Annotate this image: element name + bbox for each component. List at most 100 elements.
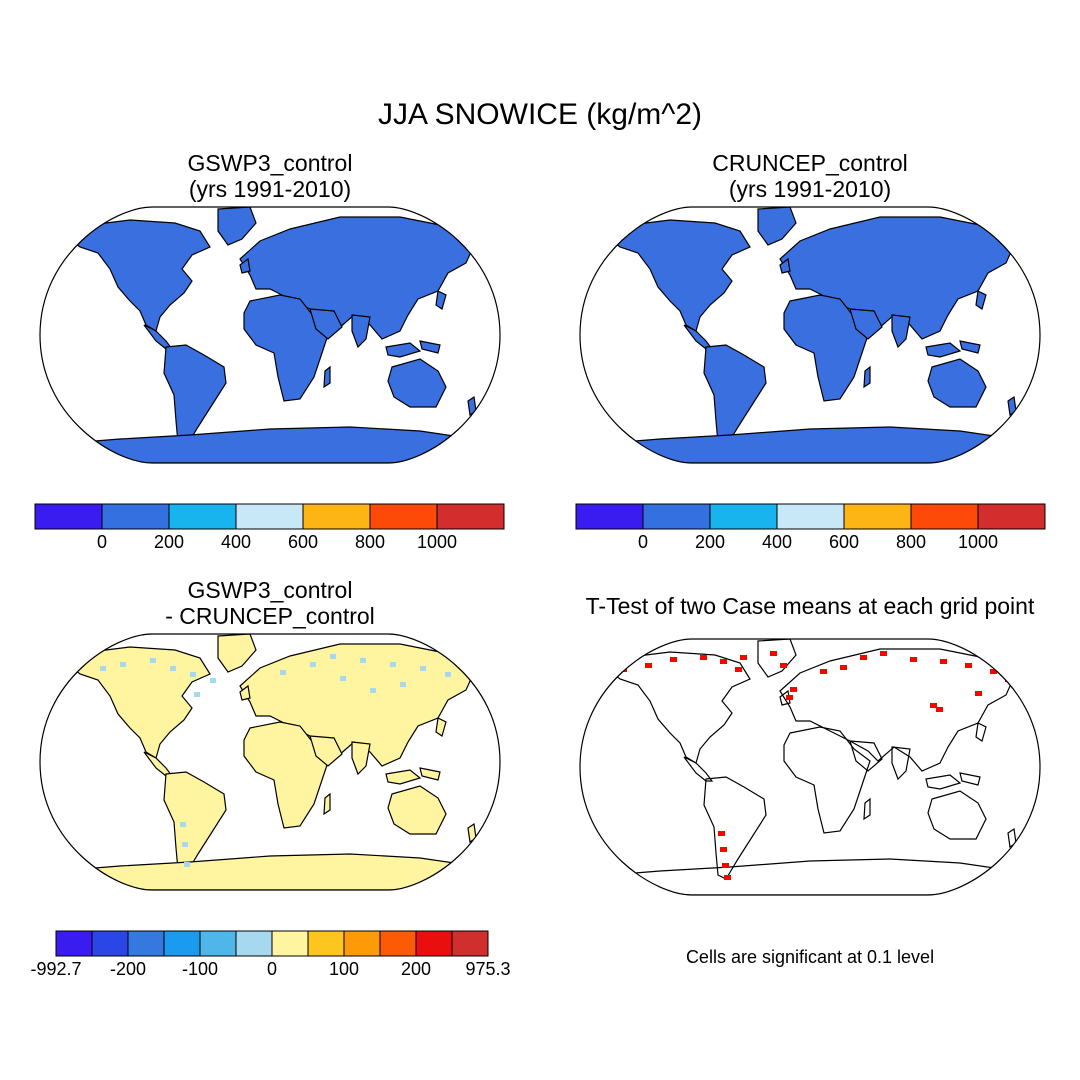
difference-cell (280, 670, 286, 675)
difference-cell (182, 842, 188, 847)
significant-cell (910, 657, 917, 662)
colorbar-label: 200 (695, 532, 725, 552)
significant-cell (670, 657, 677, 662)
significant-cell (770, 651, 777, 656)
panel-title-line1: GSWP3_control (187, 577, 353, 603)
map-panel-cruncep (579, 206, 1041, 464)
colorbar-swatch (55, 930, 93, 957)
difference-cell (360, 658, 366, 663)
map-panel-ttest (579, 638, 1041, 896)
map-panel-difference (39, 633, 501, 891)
significant-cell (724, 875, 731, 880)
significant-cell (840, 665, 847, 670)
significant-cell (700, 655, 707, 660)
difference-cell (370, 688, 376, 693)
colorbar-label: 200 (401, 959, 431, 979)
colorbar-swatch (415, 930, 453, 957)
significant-cell (965, 663, 972, 668)
colorbar-swatch (575, 503, 644, 530)
colorbar-swatch (343, 930, 381, 957)
difference-cell (184, 862, 190, 867)
colorbar-swatch (101, 503, 170, 530)
colorbar-swatch (642, 503, 711, 530)
difference-cell (194, 692, 200, 697)
significant-cell (786, 695, 793, 700)
colorbar-swatch (451, 930, 489, 957)
colorbar-label: 200 (154, 532, 184, 552)
difference-cell (100, 666, 106, 671)
significant-cell (860, 655, 867, 660)
colorbar-swatch (235, 930, 273, 957)
colorbar-swatch (436, 503, 505, 530)
map-panel-gswp3 (39, 206, 501, 464)
colorbar-label: -992.7 (30, 959, 81, 979)
significant-cell (930, 703, 937, 708)
significant-cell (990, 669, 997, 674)
difference-cell (400, 682, 406, 687)
significant-cell (645, 663, 652, 668)
panel-title-ttest: T-Test of two Case means at each grid po… (585, 593, 1035, 619)
colorbar-label: 400 (221, 532, 251, 552)
difference-cell (150, 658, 156, 663)
colorbar-swatch (910, 503, 979, 530)
colorbar-cruncep: 0 200 400 600 800 1000 (575, 503, 1046, 552)
colorbar-label: 800 (896, 532, 926, 552)
colorbar-label: 1000 (417, 532, 457, 552)
colorbar-swatch (843, 503, 912, 530)
difference-cell (390, 662, 396, 667)
difference-cell (340, 676, 346, 681)
colorbar-label: 1000 (958, 532, 998, 552)
significant-cell (936, 707, 943, 712)
difference-cell (180, 822, 186, 827)
difference-cell (190, 672, 196, 677)
colorbar-label: -200 (110, 959, 146, 979)
significant-cell (880, 651, 887, 656)
difference-cell (170, 666, 176, 671)
colorbar-swatch (776, 503, 845, 530)
colorbar-swatch (271, 930, 309, 957)
panel-title-gswp3: GSWP3_control (yrs 1991-2010) (20, 150, 520, 202)
colorbar-label: 100 (329, 959, 359, 979)
colorbar-swatch (127, 930, 165, 957)
significant-cell (940, 659, 947, 664)
colorbar-label: 0 (97, 532, 107, 552)
colorbar-swatch (369, 503, 438, 530)
significant-cell (722, 863, 729, 868)
difference-cell (330, 654, 336, 659)
colorbar-label: 975.3 (465, 959, 510, 979)
colorbar-swatch (91, 930, 129, 957)
colorbar-label: -100 (182, 959, 218, 979)
difference-cell (310, 662, 316, 667)
colorbar-swatch (163, 930, 201, 957)
panel-title-line1: CRUNCEP_control (712, 150, 908, 176)
panel-title-difference: GSWP3_control - CRUNCEP_control (20, 577, 520, 629)
significant-cell (720, 847, 727, 852)
significant-cell (720, 659, 727, 664)
significant-cell (780, 663, 787, 668)
difference-cell (445, 672, 451, 677)
colorbar-swatch (302, 503, 371, 530)
difference-cell (120, 662, 126, 667)
colorbar-swatch (307, 930, 345, 957)
colorbar-swatch (709, 503, 778, 530)
colorbar-label: 600 (829, 532, 859, 552)
colorbar-swatch (168, 503, 237, 530)
colorbar-swatch (379, 930, 417, 957)
significant-cell (735, 667, 742, 672)
colorbar-label: 400 (762, 532, 792, 552)
colorbar-label: 800 (355, 532, 385, 552)
significant-cell (790, 687, 797, 692)
significant-cell (718, 831, 725, 836)
significant-cell (740, 655, 747, 660)
panel-title-line2: - CRUNCEP_control (165, 603, 375, 629)
colorbar-label: 600 (288, 532, 318, 552)
difference-cell (420, 666, 426, 671)
colorbar-swatch (34, 503, 103, 530)
figure-title: JJA SNOWICE (kg/m^2) (377, 98, 703, 131)
difference-speckle-cells (100, 654, 451, 867)
significance-note: Cells are significant at 0.1 level (685, 947, 935, 967)
colorbar-swatch (199, 930, 237, 957)
colorbar-label: 0 (638, 532, 648, 552)
panel-title-line2: (yrs 1991-2010) (188, 176, 352, 202)
